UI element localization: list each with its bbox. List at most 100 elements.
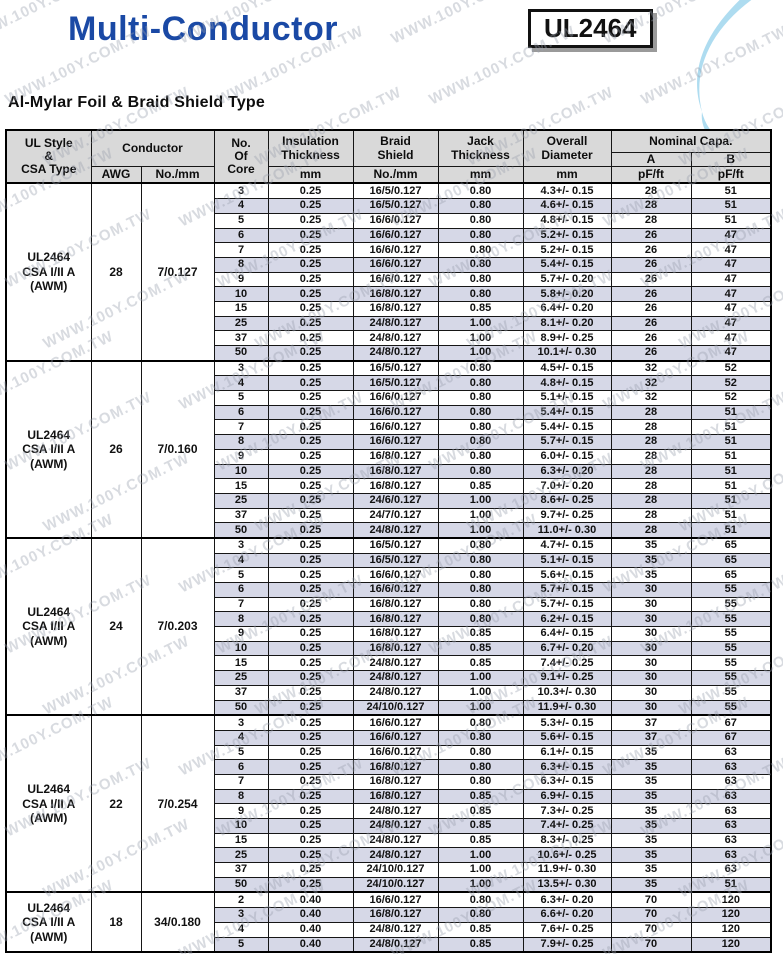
insulation-thickness-cell: 0.25 [267, 832, 354, 849]
ul-style-cell: UL2464 CSA I/II A (AWM) [5, 360, 92, 539]
capacitance-b-cell: 65 [690, 567, 772, 583]
overall-diameter-cell: 7.4+/- 0.25 [522, 818, 612, 834]
core-count-cell: 15 [213, 478, 269, 494]
core-count-cell: 50 [213, 876, 269, 893]
unit-insulation-mm: mm [267, 166, 354, 184]
col-header-nominal-a: A [610, 151, 692, 168]
core-count-cell: 7 [213, 419, 269, 436]
core-count-cell: 9 [213, 448, 269, 465]
insulation-thickness-cell: 0.25 [267, 419, 354, 436]
braid-shield-cell: 24/8/0.127 [352, 330, 439, 346]
jack-thickness-cell: 0.80 [437, 242, 524, 258]
braid-shield-cell: 16/8/0.127 [352, 907, 439, 923]
capacitance-b-cell: 47 [690, 242, 772, 258]
capacitance-a-cell: 32 [610, 360, 692, 377]
capacitance-a-cell: 26 [610, 256, 692, 273]
overall-diameter-cell: 4.6+/- 0.15 [522, 198, 612, 214]
conductor-size-cell: 7/0.254 [140, 714, 215, 893]
capacitance-b-cell: 51 [690, 522, 772, 539]
core-count-cell: 25 [213, 315, 269, 332]
col-header-conductor: Conductor [90, 129, 215, 168]
overall-diameter-cell: 6.3+/- 0.15 [522, 773, 612, 790]
ul-style-cell: UL2464 CSA I/II A (AWM) [5, 891, 92, 953]
col-header-braid: Braid Shield [352, 129, 439, 168]
insulation-thickness-cell: 0.25 [267, 596, 354, 613]
insulation-thickness-cell: 0.25 [267, 714, 354, 731]
jack-thickness-cell: 1.00 [437, 315, 524, 332]
capacitance-a-cell: 35 [610, 788, 692, 805]
core-count-cell: 5 [213, 390, 269, 406]
insulation-thickness-cell: 0.25 [267, 744, 354, 761]
jack-thickness-cell: 0.85 [437, 818, 524, 834]
table-row: 5 0.25 16/6/0.127 0.80 5.1+/- 0.15 32 52 [6, 390, 772, 406]
capacitance-b-cell: 51 [690, 507, 772, 524]
table-row: 7 0.25 16/8/0.127 0.80 6.3+/- 0.15 35 63 [6, 773, 772, 790]
braid-shield-cell: 24/8/0.127 [352, 655, 439, 672]
watermark-text: WWW.100Y.COM.TW [388, 0, 541, 48]
col-header-ul-style: UL Style & CSA Type [5, 129, 92, 184]
jack-thickness-cell: 0.80 [437, 714, 524, 731]
jack-thickness-cell: 1.00 [437, 876, 524, 893]
overall-diameter-cell: 8.1+/- 0.20 [522, 315, 612, 332]
core-count-cell: 6 [213, 759, 269, 775]
ul-style-cell: UL2464 CSA I/II A (AWM) [5, 182, 92, 362]
capacitance-a-cell: 30 [610, 699, 692, 716]
braid-shield-cell: 16/6/0.127 [352, 567, 439, 583]
jack-thickness-cell: 0.80 [437, 611, 524, 628]
insulation-thickness-cell: 0.25 [267, 803, 354, 819]
overall-diameter-cell: 6.3+/- 0.15 [522, 759, 612, 775]
capacitance-a-cell: 30 [610, 670, 692, 686]
capacitance-a-cell: 28 [610, 212, 692, 229]
insulation-thickness-cell: 0.25 [267, 611, 354, 628]
braid-shield-cell: 24/8/0.127 [352, 684, 439, 701]
insulation-thickness-cell: 0.25 [267, 315, 354, 332]
awg-cell: 28 [90, 182, 142, 362]
insulation-thickness-cell: 0.25 [267, 434, 354, 450]
capacitance-b-cell: 52 [690, 375, 772, 392]
core-count-cell: 7 [213, 242, 269, 258]
unit-capa-a: pF/ft [610, 166, 692, 184]
insulation-thickness-cell: 0.25 [267, 300, 354, 317]
braid-shield-cell: 24/8/0.127 [352, 803, 439, 819]
insulation-thickness-cell: 0.25 [267, 492, 354, 509]
insulation-thickness-cell: 0.25 [267, 404, 354, 421]
col-header-core: No. Of Core [213, 129, 269, 184]
capacitance-b-cell: 120 [690, 936, 772, 953]
capacitance-b-cell: 51 [690, 212, 772, 229]
capacitance-a-cell: 28 [610, 522, 692, 539]
overall-diameter-cell: 13.5+/- 0.30 [522, 876, 612, 893]
braid-shield-cell: 16/5/0.127 [352, 198, 439, 214]
braid-shield-cell: 16/6/0.127 [352, 242, 439, 258]
capacitance-a-cell: 35 [610, 847, 692, 864]
table-row: 25 0.25 24/8/0.127 1.00 9.1+/- 0.25 30 55 [6, 670, 772, 686]
jack-thickness-cell: 0.80 [437, 552, 524, 569]
insulation-thickness-cell: 0.25 [267, 507, 354, 524]
core-count-cell: 10 [213, 286, 269, 302]
capacitance-b-cell: 52 [690, 390, 772, 406]
core-count-cell: 15 [213, 300, 269, 317]
overall-diameter-cell: 7.3+/- 0.25 [522, 803, 612, 819]
braid-shield-cell: 24/8/0.127 [352, 670, 439, 686]
core-count-cell: 8 [213, 256, 269, 273]
braid-shield-cell: 16/6/0.127 [352, 729, 439, 746]
overall-diameter-cell: 8.6+/- 0.25 [522, 492, 612, 509]
overall-diameter-cell: 11.9+/- 0.30 [522, 699, 612, 716]
table-row: 50 0.25 24/8/0.127 1.00 11.0+/- 0.30 28 51 [6, 522, 772, 539]
table-row: 4 0.25 16/6/0.127 0.80 5.6+/- 0.15 37 67 [6, 729, 772, 746]
jack-thickness-cell: 0.80 [437, 271, 524, 288]
braid-shield-cell: 16/6/0.127 [352, 256, 439, 273]
capacitance-a-cell: 28 [610, 463, 692, 480]
braid-shield-cell: 24/10/0.127 [352, 862, 439, 878]
insulation-thickness-cell: 0.25 [267, 729, 354, 746]
core-count-cell: 6 [213, 404, 269, 421]
conductor-size-cell: 7/0.127 [140, 182, 215, 362]
core-count-cell: 6 [213, 227, 269, 244]
capacitance-b-cell: 67 [690, 714, 772, 731]
insulation-thickness-cell: 0.25 [267, 552, 354, 569]
capacitance-a-cell: 35 [610, 567, 692, 583]
capacitance-a-cell: 32 [610, 390, 692, 406]
capacitance-b-cell: 55 [690, 640, 772, 657]
overall-diameter-cell: 5.4+/- 0.15 [522, 419, 612, 436]
braid-shield-cell: 16/6/0.127 [352, 434, 439, 450]
insulation-thickness-cell: 0.25 [267, 198, 354, 214]
